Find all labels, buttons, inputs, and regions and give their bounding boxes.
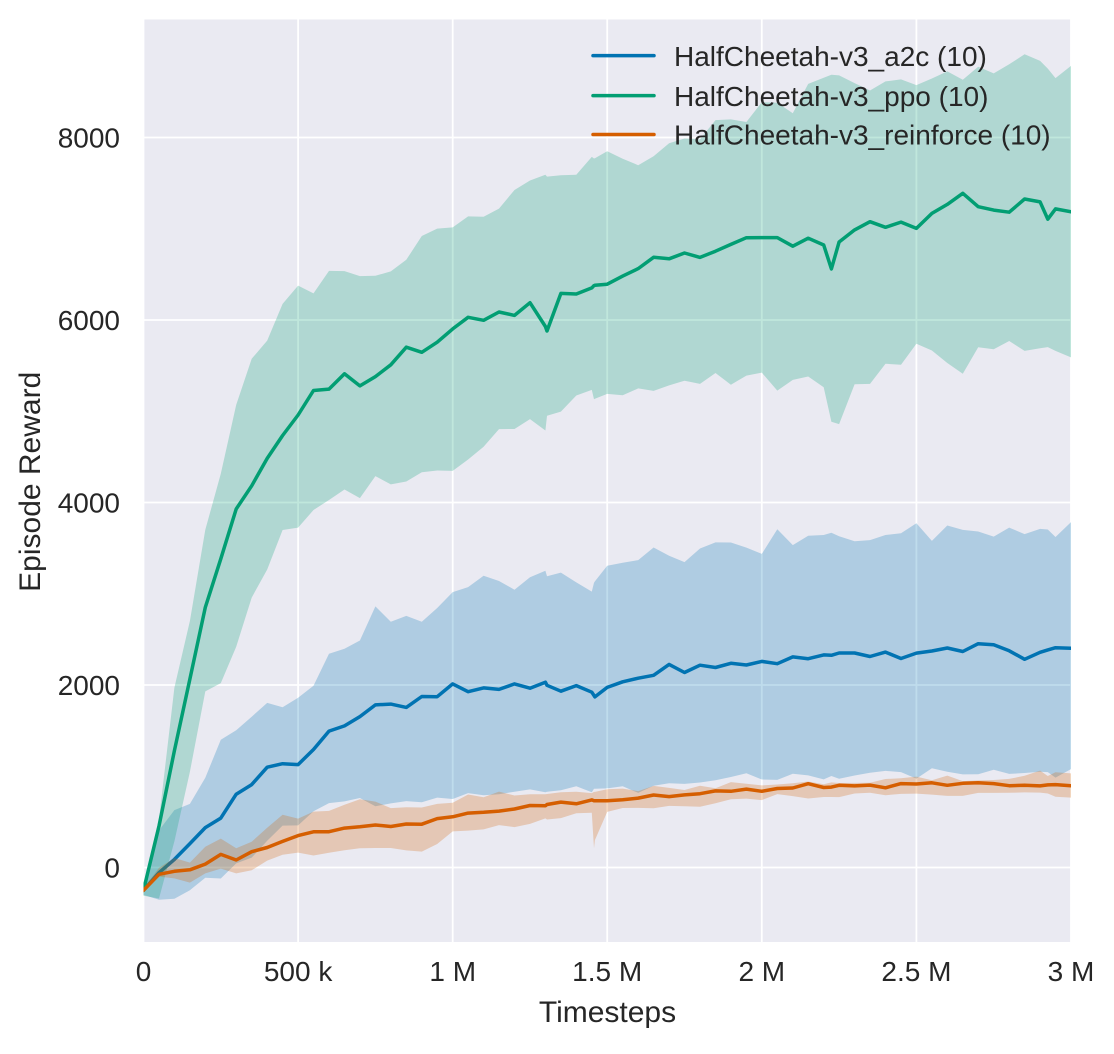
svg-text:6000: 6000 xyxy=(58,305,120,336)
svg-text:0: 0 xyxy=(104,853,120,884)
svg-text:2 M: 2 M xyxy=(738,956,785,987)
svg-text:0: 0 xyxy=(136,956,152,987)
svg-text:4000: 4000 xyxy=(58,488,120,519)
svg-text:HalfCheetah-v3_ppo (10): HalfCheetah-v3_ppo (10) xyxy=(674,81,988,112)
svg-text:2000: 2000 xyxy=(58,670,120,701)
svg-text:Timesteps: Timesteps xyxy=(539,996,676,1029)
svg-text:8000: 8000 xyxy=(58,123,120,154)
svg-text:1.5 M: 1.5 M xyxy=(572,956,642,987)
svg-text:500 k: 500 k xyxy=(264,956,333,987)
svg-text:HalfCheetah-v3_a2c (10): HalfCheetah-v3_a2c (10) xyxy=(674,41,987,72)
svg-text:3 M: 3 M xyxy=(1048,956,1095,987)
svg-text:HalfCheetah-v3_reinforce (10): HalfCheetah-v3_reinforce (10) xyxy=(674,120,1051,151)
svg-text:2.5 M: 2.5 M xyxy=(881,956,951,987)
svg-text:Episode Reward: Episode Reward xyxy=(14,372,47,592)
svg-text:1 M: 1 M xyxy=(429,956,476,987)
